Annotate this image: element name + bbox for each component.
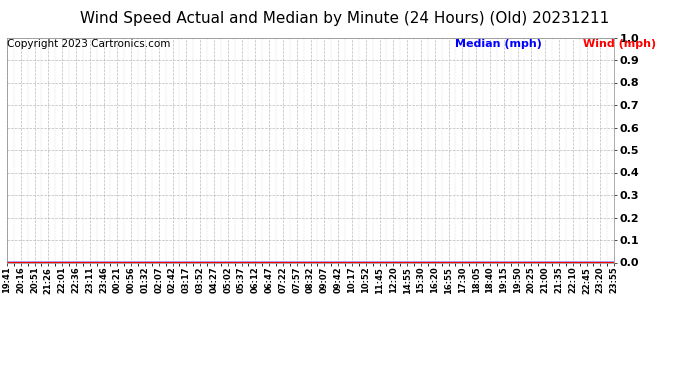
Text: Median (mph): Median (mph) bbox=[455, 39, 542, 50]
Text: Wind (mph): Wind (mph) bbox=[583, 39, 656, 50]
Text: Copyright 2023 Cartronics.com: Copyright 2023 Cartronics.com bbox=[7, 39, 170, 50]
Text: Wind Speed Actual and Median by Minute (24 Hours) (Old) 20231211: Wind Speed Actual and Median by Minute (… bbox=[80, 11, 610, 26]
